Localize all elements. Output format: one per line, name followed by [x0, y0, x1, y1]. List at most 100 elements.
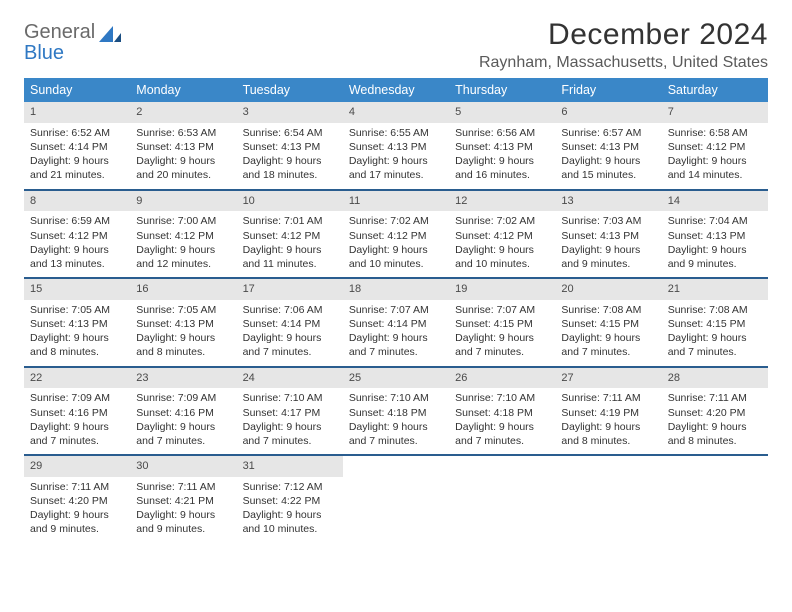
sunrise-text: Sunrise: 7:03 AM	[561, 214, 655, 228]
daylight-text: Daylight: 9 hours and 9 minutes.	[561, 243, 655, 271]
day-details: Sunrise: 6:57 AMSunset: 4:13 PMDaylight:…	[555, 123, 661, 189]
day-details: Sunrise: 7:07 AMSunset: 4:14 PMDaylight:…	[343, 300, 449, 366]
sunrise-text: Sunrise: 6:56 AM	[455, 126, 549, 140]
daylight-text: Daylight: 9 hours and 21 minutes.	[30, 154, 124, 182]
calendar-day: 11Sunrise: 7:02 AMSunset: 4:12 PMDayligh…	[343, 191, 449, 278]
sunset-text: Sunset: 4:12 PM	[136, 229, 230, 243]
calendar-day: 13Sunrise: 7:03 AMSunset: 4:13 PMDayligh…	[555, 191, 661, 278]
day-number: 1	[24, 102, 130, 123]
day-details: Sunrise: 6:56 AMSunset: 4:13 PMDaylight:…	[449, 123, 555, 189]
dow-wednesday: Wednesday	[343, 78, 449, 102]
sunrise-text: Sunrise: 7:10 AM	[349, 391, 443, 405]
day-details: Sunrise: 7:06 AMSunset: 4:14 PMDaylight:…	[237, 300, 343, 366]
sunrise-text: Sunrise: 7:06 AM	[243, 303, 337, 317]
title-block: December 2024 Raynham, Massachusetts, Un…	[479, 18, 768, 72]
daylight-text: Daylight: 9 hours and 13 minutes.	[30, 243, 124, 271]
day-details: Sunrise: 7:00 AMSunset: 4:12 PMDaylight:…	[130, 211, 236, 277]
sunrise-text: Sunrise: 7:08 AM	[668, 303, 762, 317]
day-number: 2	[130, 102, 236, 123]
calendar-day: 21Sunrise: 7:08 AMSunset: 4:15 PMDayligh…	[662, 279, 768, 366]
day-details: Sunrise: 6:53 AMSunset: 4:13 PMDaylight:…	[130, 123, 236, 189]
day-details: Sunrise: 7:04 AMSunset: 4:13 PMDaylight:…	[662, 211, 768, 277]
daylight-text: Daylight: 9 hours and 10 minutes.	[455, 243, 549, 271]
calendar-day: 27Sunrise: 7:11 AMSunset: 4:19 PMDayligh…	[555, 368, 661, 455]
daylight-text: Daylight: 9 hours and 7 minutes.	[561, 331, 655, 359]
day-number: 18	[343, 279, 449, 300]
daylight-text: Daylight: 9 hours and 7 minutes.	[455, 331, 549, 359]
daylight-text: Daylight: 9 hours and 9 minutes.	[30, 508, 124, 536]
daylight-text: Daylight: 9 hours and 7 minutes.	[30, 420, 124, 448]
daylight-text: Daylight: 9 hours and 15 minutes.	[561, 154, 655, 182]
day-number: 3	[237, 102, 343, 123]
sunset-text: Sunset: 4:13 PM	[349, 140, 443, 154]
sunset-text: Sunset: 4:20 PM	[668, 406, 762, 420]
day-number: 14	[662, 191, 768, 212]
calendar-day: 16Sunrise: 7:05 AMSunset: 4:13 PMDayligh…	[130, 279, 236, 366]
calendar-day: 2Sunrise: 6:53 AMSunset: 4:13 PMDaylight…	[130, 102, 236, 189]
day-details: Sunrise: 7:11 AMSunset: 4:20 PMDaylight:…	[662, 388, 768, 454]
daylight-text: Daylight: 9 hours and 8 minutes.	[668, 420, 762, 448]
day-number: 8	[24, 191, 130, 212]
calendar-day: 4Sunrise: 6:55 AMSunset: 4:13 PMDaylight…	[343, 102, 449, 189]
day-number: 30	[130, 456, 236, 477]
day-details: Sunrise: 6:55 AMSunset: 4:13 PMDaylight:…	[343, 123, 449, 189]
sunset-text: Sunset: 4:13 PM	[243, 140, 337, 154]
logo-sail-icon	[99, 24, 121, 51]
day-details: Sunrise: 7:02 AMSunset: 4:12 PMDaylight:…	[449, 211, 555, 277]
sunrise-text: Sunrise: 6:54 AM	[243, 126, 337, 140]
sunrise-text: Sunrise: 7:11 AM	[30, 480, 124, 494]
calendar-day: 5Sunrise: 6:56 AMSunset: 4:13 PMDaylight…	[449, 102, 555, 189]
day-number: 7	[662, 102, 768, 123]
day-number: 25	[343, 368, 449, 389]
day-number: 22	[24, 368, 130, 389]
sunrise-text: Sunrise: 6:52 AM	[30, 126, 124, 140]
daylight-text: Daylight: 9 hours and 10 minutes.	[349, 243, 443, 271]
calendar-day: 29Sunrise: 7:11 AMSunset: 4:20 PMDayligh…	[24, 456, 130, 543]
day-details: Sunrise: 7:10 AMSunset: 4:18 PMDaylight:…	[449, 388, 555, 454]
day-number: 29	[24, 456, 130, 477]
sunset-text: Sunset: 4:12 PM	[30, 229, 124, 243]
sunrise-text: Sunrise: 7:04 AM	[668, 214, 762, 228]
sunset-text: Sunset: 4:13 PM	[455, 140, 549, 154]
day-details: Sunrise: 7:07 AMSunset: 4:15 PMDaylight:…	[449, 300, 555, 366]
daylight-text: Daylight: 9 hours and 9 minutes.	[136, 508, 230, 536]
dow-monday: Monday	[130, 78, 236, 102]
dow-saturday: Saturday	[662, 78, 768, 102]
day-number: 9	[130, 191, 236, 212]
sunrise-text: Sunrise: 7:07 AM	[349, 303, 443, 317]
sunset-text: Sunset: 4:12 PM	[243, 229, 337, 243]
day-details: Sunrise: 6:59 AMSunset: 4:12 PMDaylight:…	[24, 211, 130, 277]
dow-thursday: Thursday	[449, 78, 555, 102]
day-details: Sunrise: 7:10 AMSunset: 4:17 PMDaylight:…	[237, 388, 343, 454]
day-number: 10	[237, 191, 343, 212]
sunset-text: Sunset: 4:13 PM	[136, 140, 230, 154]
calendar-week: 1Sunrise: 6:52 AMSunset: 4:14 PMDaylight…	[24, 102, 768, 191]
daylight-text: Daylight: 9 hours and 17 minutes.	[349, 154, 443, 182]
day-details: Sunrise: 7:08 AMSunset: 4:15 PMDaylight:…	[662, 300, 768, 366]
calendar-day: 20Sunrise: 7:08 AMSunset: 4:15 PMDayligh…	[555, 279, 661, 366]
daylight-text: Daylight: 9 hours and 7 minutes.	[243, 331, 337, 359]
sunrise-text: Sunrise: 7:09 AM	[30, 391, 124, 405]
day-number: 21	[662, 279, 768, 300]
day-details: Sunrise: 6:52 AMSunset: 4:14 PMDaylight:…	[24, 123, 130, 189]
sunset-text: Sunset: 4:16 PM	[136, 406, 230, 420]
day-details: Sunrise: 7:12 AMSunset: 4:22 PMDaylight:…	[237, 477, 343, 543]
day-details: Sunrise: 7:02 AMSunset: 4:12 PMDaylight:…	[343, 211, 449, 277]
sunset-text: Sunset: 4:22 PM	[243, 494, 337, 508]
day-details: Sunrise: 6:58 AMSunset: 4:12 PMDaylight:…	[662, 123, 768, 189]
day-details: Sunrise: 7:03 AMSunset: 4:13 PMDaylight:…	[555, 211, 661, 277]
daylight-text: Daylight: 9 hours and 20 minutes.	[136, 154, 230, 182]
sunset-text: Sunset: 4:13 PM	[136, 317, 230, 331]
calendar-day: 22Sunrise: 7:09 AMSunset: 4:16 PMDayligh…	[24, 368, 130, 455]
day-details: Sunrise: 7:09 AMSunset: 4:16 PMDaylight:…	[24, 388, 130, 454]
daylight-text: Daylight: 9 hours and 8 minutes.	[136, 331, 230, 359]
day-details: Sunrise: 6:54 AMSunset: 4:13 PMDaylight:…	[237, 123, 343, 189]
calendar-weeks: 1Sunrise: 6:52 AMSunset: 4:14 PMDaylight…	[24, 102, 768, 543]
sunrise-text: Sunrise: 7:11 AM	[136, 480, 230, 494]
sunrise-text: Sunrise: 7:09 AM	[136, 391, 230, 405]
day-number: 15	[24, 279, 130, 300]
day-number: 31	[237, 456, 343, 477]
sunset-text: Sunset: 4:18 PM	[455, 406, 549, 420]
calendar-day: 30Sunrise: 7:11 AMSunset: 4:21 PMDayligh…	[130, 456, 236, 543]
day-number: 13	[555, 191, 661, 212]
